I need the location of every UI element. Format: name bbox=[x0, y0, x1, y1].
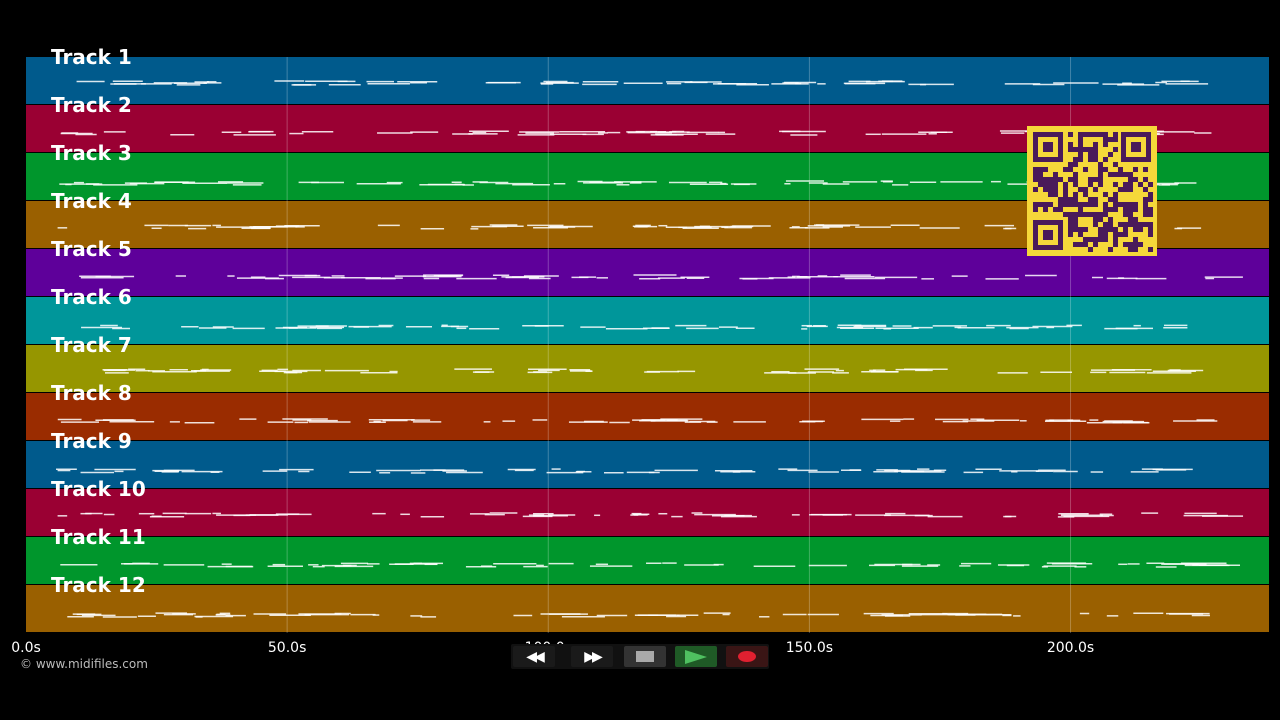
track-label: Track 9 bbox=[51, 429, 132, 453]
track-notes bbox=[57, 418, 1218, 424]
track-notes bbox=[102, 368, 1204, 374]
play-icon bbox=[685, 649, 707, 664]
track-label: Track 7 bbox=[51, 333, 132, 357]
track-notes bbox=[79, 274, 1243, 280]
fast-forward-button[interactable]: ▶▶ bbox=[571, 646, 613, 667]
track-label: Track 2 bbox=[51, 93, 132, 117]
copyright-text: © www.midifiles.com bbox=[20, 657, 148, 671]
track-label: Track 3 bbox=[51, 141, 132, 165]
track-band[interactable] bbox=[26, 489, 1269, 536]
track-band[interactable] bbox=[26, 297, 1269, 344]
rewind-button[interactable]: ◀◀ bbox=[513, 646, 555, 667]
track-notes bbox=[76, 80, 1209, 86]
transport-controls: ◀◀ ▶▶ bbox=[511, 644, 769, 669]
fast-forward-icon: ▶▶ bbox=[584, 648, 602, 665]
track-label: Track 6 bbox=[51, 285, 132, 309]
track-label: Track 8 bbox=[51, 381, 132, 405]
rewind-icon: ◀◀ bbox=[526, 648, 544, 665]
track-notes bbox=[81, 324, 1188, 330]
time-tick-label: 200.0s bbox=[1047, 640, 1094, 656]
record-button[interactable] bbox=[726, 646, 768, 667]
track-band[interactable] bbox=[26, 441, 1269, 488]
time-tick-label: 0.0s bbox=[11, 640, 41, 656]
stop-icon bbox=[636, 651, 654, 662]
track-band[interactable] bbox=[26, 249, 1269, 296]
track-label: Track 12 bbox=[51, 573, 146, 597]
track-notes bbox=[67, 612, 1210, 618]
track-notes bbox=[56, 468, 1193, 474]
time-tick-label: 50.0s bbox=[268, 640, 306, 656]
track-band[interactable] bbox=[26, 393, 1269, 440]
qr-code-icon bbox=[1027, 126, 1157, 256]
track-notes bbox=[57, 224, 1202, 230]
track-label: Track 4 bbox=[51, 189, 132, 213]
time-tick-label: 150.0s bbox=[786, 640, 833, 656]
track-notes bbox=[57, 512, 1244, 518]
record-icon bbox=[738, 651, 756, 662]
track-label: Track 5 bbox=[51, 237, 132, 261]
track-label: Track 10 bbox=[51, 477, 146, 501]
track-notes bbox=[60, 562, 1241, 568]
track-label: Track 11 bbox=[51, 525, 146, 549]
track-band[interactable] bbox=[26, 537, 1269, 584]
stop-button[interactable] bbox=[624, 646, 666, 667]
play-button[interactable] bbox=[675, 646, 717, 667]
track-band[interactable] bbox=[26, 57, 1269, 104]
track-band[interactable] bbox=[26, 585, 1269, 632]
track-label: Track 1 bbox=[51, 45, 132, 69]
track-band[interactable] bbox=[26, 345, 1269, 392]
